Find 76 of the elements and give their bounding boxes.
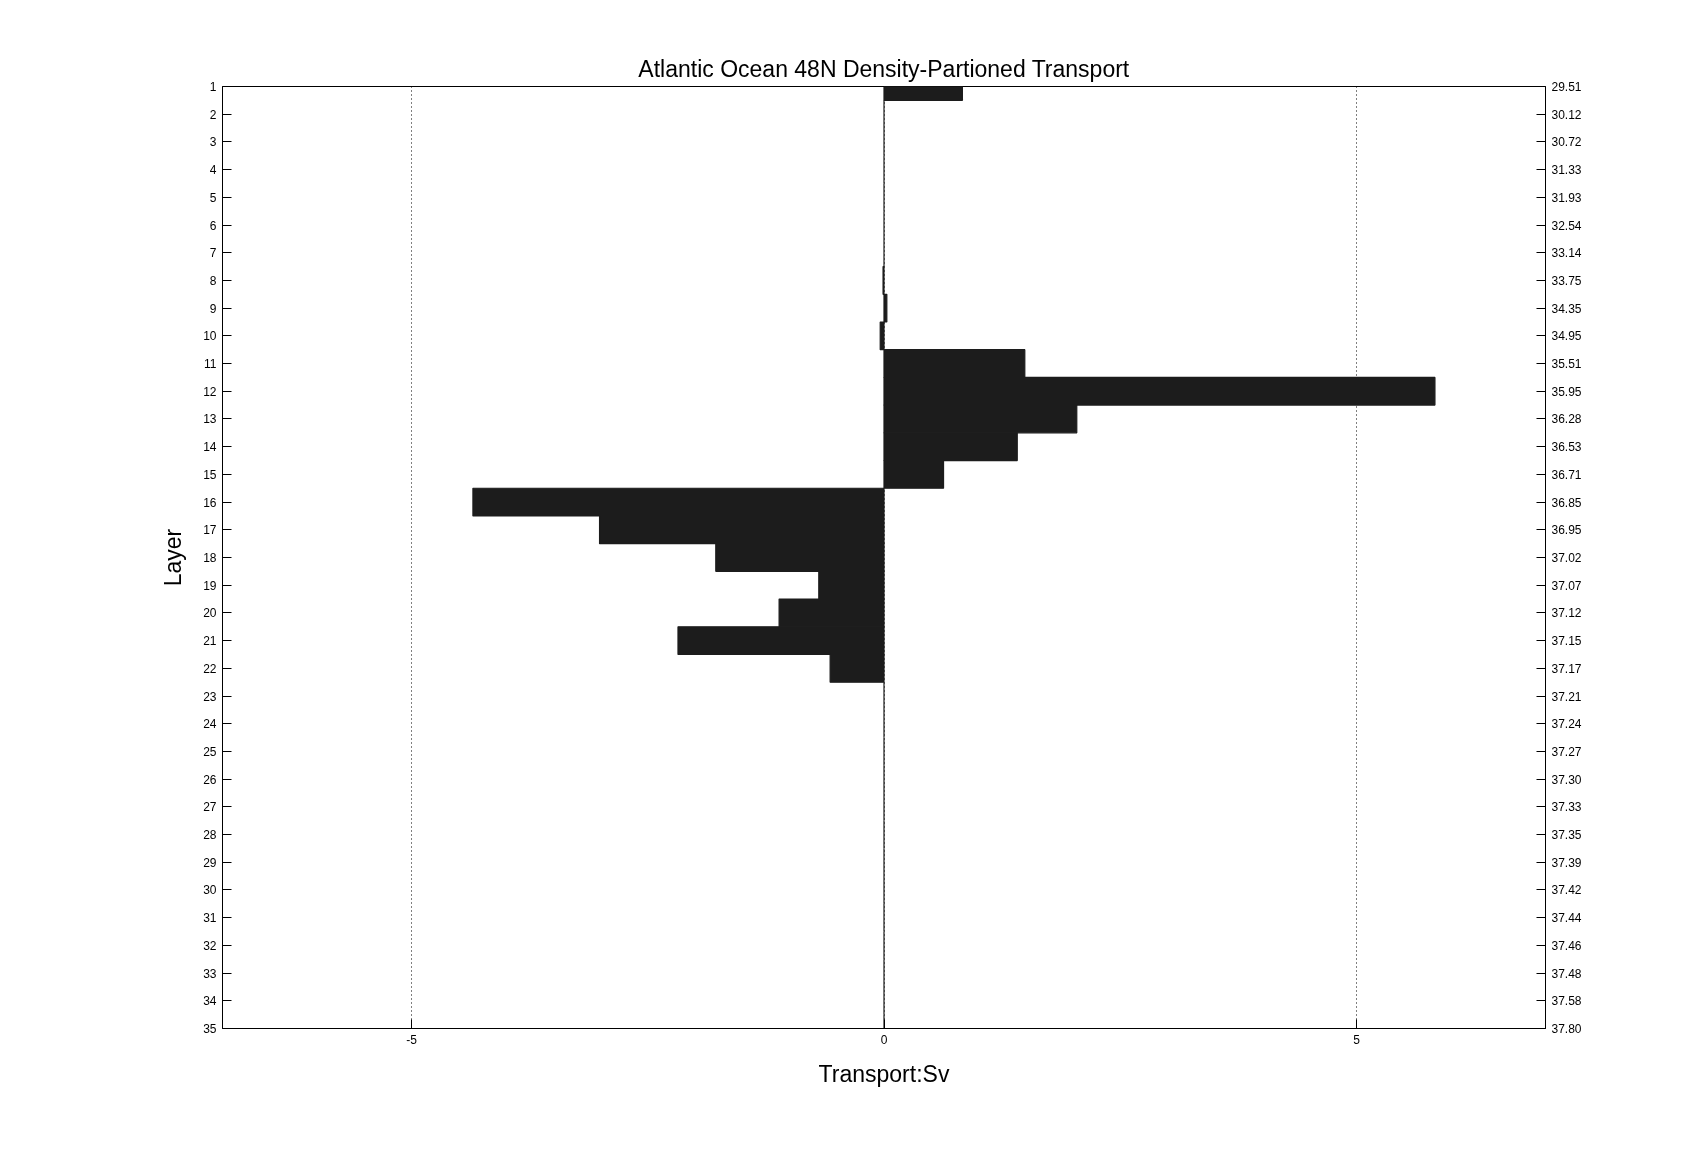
- y-tick-label: 20: [203, 606, 217, 621]
- y-tick-label: 8: [209, 273, 217, 288]
- y2-tick-label: 37.30: [1551, 772, 1582, 787]
- y-tick-label: 23: [203, 689, 217, 704]
- y2-tick-label: 37.42: [1551, 883, 1582, 898]
- y-tick-label: 27: [203, 800, 217, 815]
- y2-tick-label: 37.07: [1551, 578, 1582, 593]
- y-tick-label: 26: [203, 772, 217, 787]
- chart-title: Atlantic Ocean 48N Density-Partioned Transport: [638, 55, 1130, 82]
- x-tick-label: 5: [1353, 1032, 1361, 1047]
- y2-tick-label: 31.33: [1551, 163, 1582, 178]
- y2-tick-label: 36.53: [1551, 440, 1582, 455]
- y2-tick-label: 36.95: [1551, 523, 1582, 538]
- y2-tick-label: 29.51: [1551, 80, 1582, 94]
- x-tick-label: 0: [880, 1032, 888, 1047]
- y2-tick-label: 37.12: [1551, 606, 1582, 621]
- y-tick-label: 12: [203, 384, 217, 399]
- y-tick-label: 32: [203, 938, 217, 953]
- y-tick-label: 5: [209, 190, 217, 205]
- y2-tick-label: 37.39: [1551, 855, 1582, 870]
- y2-tick-label: 36.85: [1551, 495, 1582, 510]
- y2-tick-label: 36.28: [1551, 412, 1582, 427]
- y-tick-label: 17: [203, 523, 217, 538]
- y2-tick-label: 35.51: [1551, 357, 1582, 372]
- y-tick-label: 13: [203, 412, 217, 427]
- y2-tick-label: 37.46: [1551, 938, 1582, 953]
- y-tick-label: 35: [203, 1022, 217, 1036]
- y2-tick-label: 30.12: [1551, 107, 1582, 122]
- y2-tick-label: 33.75: [1551, 273, 1582, 288]
- x-axis-title: Transport:Sv: [818, 1060, 950, 1087]
- y2-tick-label: 35.95: [1551, 384, 1582, 399]
- y2-tick-label: 34.95: [1551, 329, 1582, 344]
- y2-tick-label: 32.54: [1551, 218, 1582, 233]
- y-tick-label: 2: [209, 107, 217, 122]
- y2-tick-label: 37.27: [1551, 744, 1582, 759]
- y-tick-label: 22: [203, 661, 217, 676]
- y2-tick-label: 33.14: [1551, 246, 1582, 261]
- y-tick-label: 9: [209, 301, 217, 316]
- y2-tick-label: 37.35: [1551, 828, 1582, 843]
- y2-tick-label: 37.48: [1551, 966, 1582, 981]
- y2-tick-label: 37.21: [1551, 689, 1582, 704]
- y-tick-label: 18: [203, 551, 217, 565]
- y2-tick-label: 37.33: [1551, 800, 1582, 815]
- y2-tick-label: 37.02: [1551, 551, 1582, 565]
- y-tick-label: 3: [209, 135, 217, 150]
- y-tick-label: 31: [203, 911, 217, 926]
- y-tick-label: 30: [203, 883, 217, 898]
- y-tick-label: 15: [203, 467, 217, 482]
- y2-tick-label: 37.17: [1551, 661, 1582, 676]
- y-tick-label: 34: [203, 994, 217, 1009]
- y-tick-label: 25: [203, 744, 217, 759]
- y-tick-label: 11: [204, 357, 217, 372]
- y-axis-title: Layer: [160, 528, 187, 587]
- x-tick-label: -5: [406, 1032, 418, 1047]
- y-tick-label: 16: [203, 495, 217, 510]
- y2-tick-label: 37.44: [1551, 911, 1582, 926]
- y-tick-label: 14: [203, 440, 217, 455]
- y2-tick-label: 37.58: [1551, 994, 1582, 1009]
- y-tick-label: 29: [203, 855, 217, 870]
- y-tick-label: 10: [203, 329, 217, 344]
- y2-tick-label: 30.72: [1551, 135, 1582, 150]
- y-tick-label: 1: [209, 80, 217, 94]
- y2-tick-label: 37.24: [1551, 717, 1582, 732]
- y2-tick-label: 34.35: [1551, 301, 1582, 316]
- y2-tick-label: 37.80: [1551, 1022, 1582, 1036]
- y-tick-label: 4: [209, 163, 217, 178]
- y2-tick-label: 37.15: [1551, 634, 1582, 649]
- y-tick-label: 6: [209, 218, 217, 233]
- y-tick-label: 24: [203, 717, 217, 732]
- y-tick-label: 33: [203, 966, 217, 981]
- y-tick-label: 28: [203, 828, 217, 843]
- y-tick-label: 7: [209, 246, 217, 261]
- y2-tick-label: 36.71: [1551, 467, 1582, 482]
- y-tick-label: 21: [203, 634, 217, 649]
- y2-tick-label: 31.93: [1551, 190, 1582, 205]
- y-tick-label: 19: [203, 578, 217, 593]
